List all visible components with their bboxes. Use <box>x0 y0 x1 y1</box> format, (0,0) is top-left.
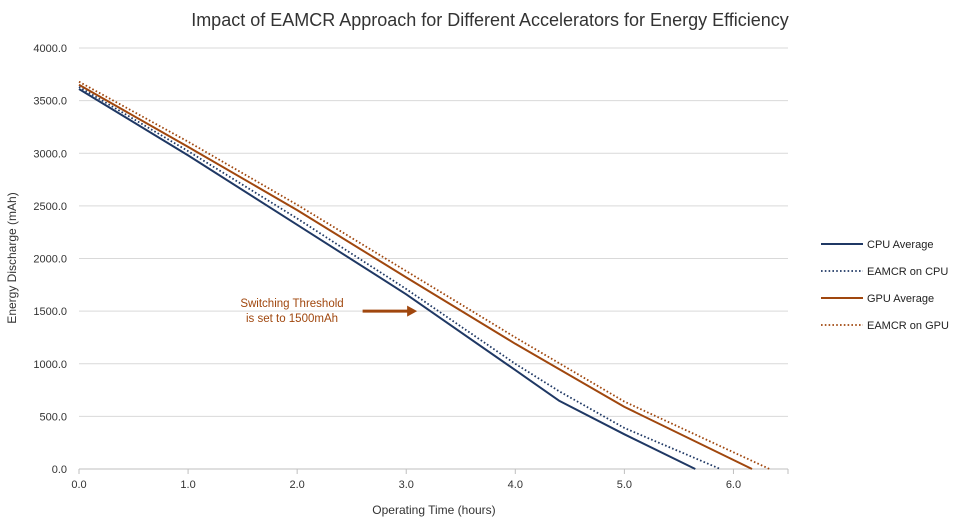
axes: 0.0 500.0 1000.0 1500.0 2000.0 2500.0 3000.0 35… <box>33 43 789 491</box>
x-axis-title: Operating Time (hours) <box>372 503 495 517</box>
y-tick-label: 1000.0 <box>33 359 67 371</box>
legend-label: CPU Average <box>867 239 933 251</box>
y-tick-label: 4000.0 <box>33 43 67 55</box>
legend: CPU Average EAMCR on CPU GPU Average EAMCR … <box>821 239 949 332</box>
legend-label: GPU Average <box>867 293 934 305</box>
x-tick-label: 3.0 <box>399 479 414 491</box>
series-lines <box>78 80 770 470</box>
y-tick-label: 500.0 <box>39 411 67 423</box>
x-tick-label: 5.0 <box>617 479 632 491</box>
x-tick-label: 6.0 <box>726 479 741 491</box>
series-line-cpu-average <box>78 88 696 470</box>
x-tick-label: 4.0 <box>508 479 523 491</box>
y-tick-label: 0.0 <box>52 464 67 476</box>
y-tick-label: 3000.0 <box>33 148 67 160</box>
x-tick-label: 0.0 <box>71 479 86 491</box>
annotation-arrow-head <box>407 305 418 317</box>
chart-title: Impact of EAMCR Approach for Different A… <box>191 10 789 30</box>
y-tick-label: 2500.0 <box>33 201 67 213</box>
y-tick-label: 3500.0 <box>33 96 67 108</box>
y-tick-label: 2000.0 <box>33 254 67 266</box>
legend-label: EAMCR on CPU <box>867 266 948 278</box>
y-tick-label: 1500.0 <box>33 306 67 318</box>
gridlines <box>79 47 788 417</box>
annotation-text: Switching Threshold <box>240 298 343 310</box>
series-line-gpu-average <box>78 83 753 470</box>
series-line-eamcr-on-gpu <box>78 80 770 470</box>
x-tick-label: 2.0 <box>290 479 305 491</box>
legend-label: EAMCR on GPU <box>867 320 949 332</box>
y-axis-title: Energy Discharge (mAh) <box>5 192 19 323</box>
series-line-eamcr-on-cpu <box>78 86 721 470</box>
annotation-text: is set to 1500mAh <box>246 313 338 325</box>
annotation: Switching Threshold is set to 1500mAh <box>240 298 418 325</box>
x-tick-label: 1.0 <box>180 479 195 491</box>
